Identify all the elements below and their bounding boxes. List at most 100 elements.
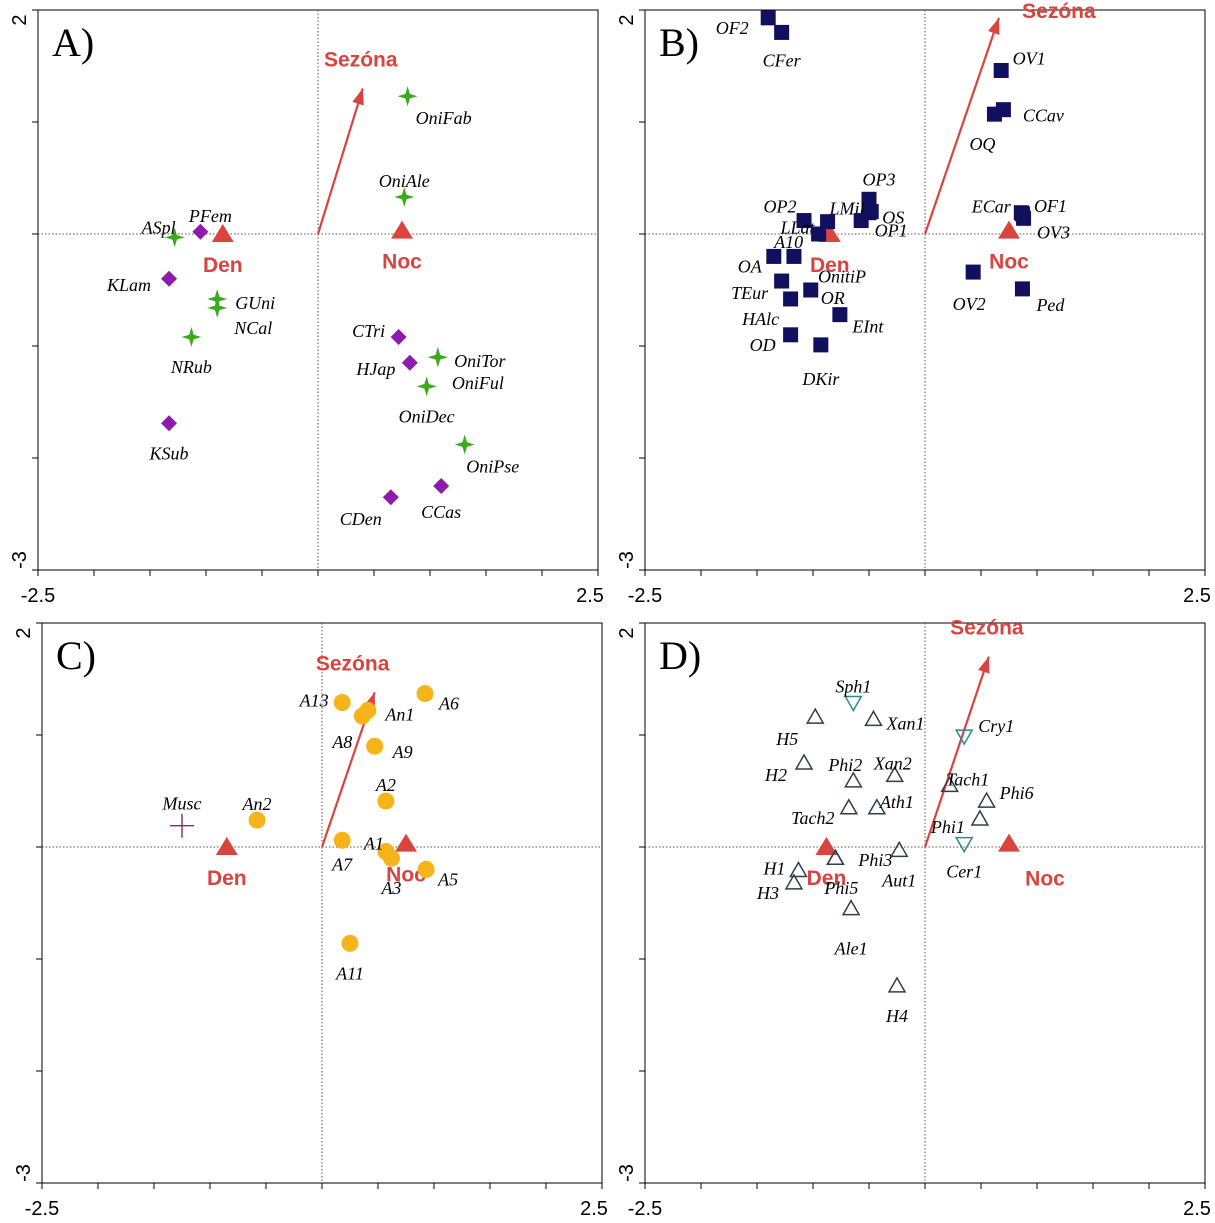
point-label-onipse: OniPse <box>466 457 519 477</box>
point-label-a7: A7 <box>331 854 353 874</box>
point-marker-xan1 <box>864 709 883 727</box>
point-label-op2: OP2 <box>764 197 797 217</box>
centroid-den <box>815 837 838 855</box>
panel-label: C) <box>56 633 96 678</box>
point-marker-op2 <box>796 213 812 229</box>
point-marker-cden <box>382 489 399 506</box>
point-marker-a10 <box>811 226 827 242</box>
point-marker-onipse <box>454 434 475 455</box>
y-tick-label-min: -3 <box>616 551 638 569</box>
point-marker-ov3 <box>1016 210 1032 226</box>
point-marker-ov1 <box>993 62 1009 78</box>
point-label-hjap: HJap <box>355 359 395 379</box>
point-label-a8: A8 <box>331 732 352 752</box>
point-label-os: OS <box>882 208 904 228</box>
season-arrow-label: Sezóna <box>950 617 1024 640</box>
point-marker-tach2 <box>839 798 859 815</box>
season-arrow <box>923 17 1000 235</box>
point-label-onitip: OnitiP <box>818 266 866 286</box>
point-marker-a2 <box>377 792 395 810</box>
point-label-ale1: Ale1 <box>834 939 868 959</box>
point-label-ctri: CTri <box>352 321 385 341</box>
point-label-of2: OF2 <box>716 18 749 38</box>
centroid-label-den: Den <box>203 254 243 277</box>
point-label-an1: An1 <box>384 704 414 724</box>
point-label-phi1: Phi1 <box>930 817 965 837</box>
point-marker-cfer <box>774 24 790 40</box>
panel-c: -2.5 2.5 2 -3 C) Sezóna Den Noc Musc An2 A13 An1 A6 A… <box>13 622 608 1220</box>
point-marker-of2 <box>760 10 776 26</box>
point-label-xan2: Xan2 <box>873 753 912 773</box>
point-marker-eint <box>832 307 848 323</box>
point-label-op3: OP3 <box>863 169 896 189</box>
point-label-h4: H4 <box>885 1006 908 1026</box>
point-marker-or <box>803 282 819 298</box>
point-marker-op3 <box>861 191 877 207</box>
point-marker-ccas <box>433 478 450 494</box>
y-tick-label-max: 2 <box>616 14 638 25</box>
point-marker-a11 <box>341 934 359 952</box>
point-label-phi6: Phi6 <box>999 783 1034 803</box>
point-label-oa: OA <box>738 256 763 276</box>
y-tick-label-max: 2 <box>616 627 638 638</box>
point-marker-llat <box>820 214 836 230</box>
point-label-oq: OQ <box>969 134 995 154</box>
point-label-h5: H5 <box>775 729 798 749</box>
point-marker-ncal <box>207 297 228 318</box>
point-label-tach1: Tach1 <box>946 769 989 789</box>
point-marker-a5 <box>417 860 435 878</box>
point-label-cry1: Cry1 <box>978 716 1014 736</box>
point-marker-ale1 <box>841 899 861 916</box>
point-label-dkir: DKir <box>801 369 840 389</box>
point-marker-pfem <box>192 223 209 240</box>
point-label-oniful: OniFul <box>452 373 504 393</box>
point-marker-onitip <box>786 248 802 264</box>
point-marker-h4 <box>887 976 907 993</box>
point-marker-tach1 <box>940 775 959 793</box>
centroid-noc <box>998 833 1020 852</box>
point-marker-oniful <box>427 347 448 368</box>
point-label-or: OR <box>821 288 845 308</box>
point-label-a9: A9 <box>392 742 413 762</box>
point-marker-phi1 <box>970 809 990 826</box>
centroid-noc <box>395 833 417 852</box>
centroid-den <box>215 837 238 855</box>
point-label-onitor: OniTor <box>454 351 506 371</box>
point-label-cden: CDen <box>340 509 382 529</box>
point-label-an2: An2 <box>242 794 272 814</box>
point-label-of1: OF1 <box>1034 196 1067 216</box>
point-marker-ctri <box>390 329 407 346</box>
point-label-a5: A5 <box>437 869 458 889</box>
point-label-a11: A11 <box>335 963 364 983</box>
y-tick-label-min: -3 <box>9 551 31 569</box>
point-marker-phi5 <box>826 848 845 865</box>
point-marker-hjap <box>401 354 418 371</box>
point-marker-ov2 <box>965 264 981 280</box>
point-label-ccas: CCas <box>421 502 461 522</box>
point-label-a1: A1 <box>363 833 384 853</box>
point-marker-halc <box>783 291 799 307</box>
point-label-tach2: Tach2 <box>791 808 834 828</box>
point-marker-dkir <box>813 337 829 353</box>
centroid-noc <box>998 220 1020 239</box>
panel-b: -2.5 2.5 2 -3 B) Sezóna Den Noc OF2 CFer OV1 CCav OQ… <box>616 0 1211 607</box>
x-tick-label-max: 2.5 <box>576 585 604 607</box>
point-label-xan1: Xan1 <box>885 713 924 733</box>
point-label-aspl: ASpl <box>141 217 176 237</box>
season-arrow-head <box>978 656 990 674</box>
point-label-a3: A3 <box>380 878 401 898</box>
point-label-ccav: CCav <box>1023 106 1064 126</box>
point-label-h1: H1 <box>762 859 785 879</box>
point-marker-cry1 <box>954 729 974 746</box>
season-arrow <box>316 88 364 235</box>
centroid-label-noc: Noc <box>382 251 422 274</box>
season-arrow-label: Sezóna <box>316 652 390 675</box>
season-arrow <box>923 656 990 848</box>
point-marker-xan2 <box>885 765 905 783</box>
point-label-a13: A13 <box>299 691 329 711</box>
point-marker-ath1 <box>867 798 887 815</box>
y-tick-label-max: 2 <box>13 627 35 638</box>
point-marker-ped <box>1014 281 1030 297</box>
point-label-a6: A6 <box>438 694 459 714</box>
